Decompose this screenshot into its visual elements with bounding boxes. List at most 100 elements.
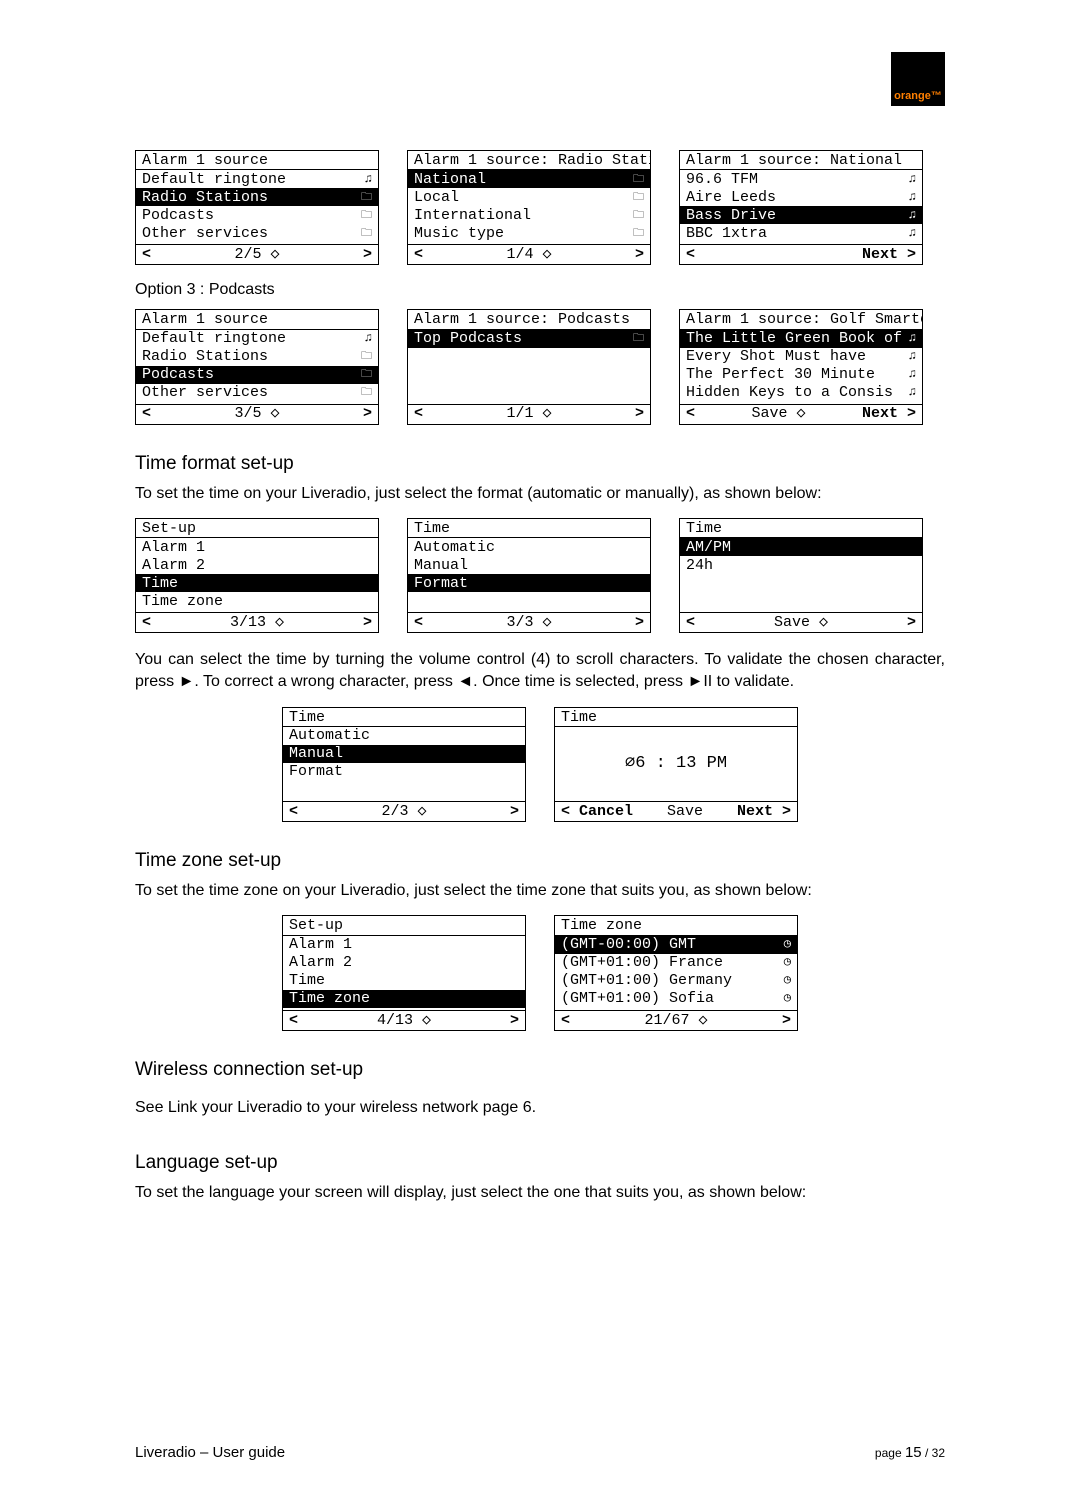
footer-right-arrow[interactable]: > <box>782 1012 791 1029</box>
list-item-label: 96.6 TFM <box>686 171 758 188</box>
footer-left-arrow[interactable]: < <box>686 405 695 422</box>
list-item[interactable] <box>283 781 525 799</box>
list-item[interactable]: 96.6 TFM <box>680 170 922 188</box>
screen-title: Set-up <box>283 916 525 935</box>
list-item[interactable]: Default ringtone <box>136 170 378 188</box>
list-item[interactable]: Time zone <box>283 990 525 1008</box>
list-item[interactable]: Podcasts <box>136 366 378 384</box>
list-item[interactable]: Time zone <box>136 592 378 610</box>
list-item[interactable]: Alarm 1 <box>136 538 378 556</box>
footer-left-arrow[interactable]: < <box>414 614 423 631</box>
list-item[interactable]: Time <box>136 574 378 592</box>
list-item[interactable]: Aire Leeds <box>680 188 922 206</box>
note-icon <box>909 331 916 346</box>
list-item[interactable] <box>408 384 650 402</box>
screen-body: Default ringtone Radio Stations Podcasts… <box>136 170 378 244</box>
screen-footer: < 1/4 ◇ > <box>408 244 650 264</box>
screen-title: Time zone <box>555 916 797 935</box>
list-item[interactable]: Hidden Keys to a Consis <box>680 384 922 402</box>
list-item[interactable] <box>408 592 650 610</box>
list-item[interactable]: Alarm 2 <box>136 556 378 574</box>
list-item[interactable]: 24h <box>680 556 922 574</box>
list-item[interactable]: Every Shot Must have <box>680 348 922 366</box>
footer-left-arrow[interactable]: < <box>142 246 151 263</box>
list-item[interactable] <box>680 592 922 610</box>
list-item[interactable]: The Little Green Book of <box>680 330 922 348</box>
list-item[interactable]: Other services <box>136 224 378 242</box>
footer-left-arrow[interactable]: < <box>289 803 298 820</box>
footer-left-arrow[interactable]: < <box>142 405 151 422</box>
footer-left-arrow[interactable]: < Cancel <box>561 803 633 820</box>
list-item[interactable]: (GMT+01:00) Sofia <box>555 990 797 1008</box>
lcd-screen: Time⌀6 : 13 PM < Cancel Save Next > <box>554 707 798 822</box>
footer-right-arrow[interactable]: Next > <box>862 405 916 422</box>
footer-right-arrow[interactable]: > <box>635 405 644 422</box>
list-item[interactable]: National <box>408 170 650 188</box>
note-icon <box>909 190 916 205</box>
list-item[interactable]: Automatic <box>283 727 525 745</box>
list-item[interactable]: Music type <box>408 224 650 242</box>
footer-right-arrow[interactable]: Next > <box>862 246 916 263</box>
footer-left-arrow[interactable]: < <box>414 246 423 263</box>
list-item[interactable]: (GMT+01:00) France <box>555 954 797 972</box>
footer-right-arrow[interactable]: > <box>510 1012 519 1029</box>
list-item[interactable] <box>408 348 650 366</box>
footer-mid: 1/4 ◇ <box>423 246 635 263</box>
screen-body: Automatic Manual Format <box>283 727 525 801</box>
note-icon <box>909 349 916 364</box>
footer-left-arrow[interactable]: < <box>561 1012 570 1029</box>
list-item[interactable]: Default ringtone <box>136 330 378 348</box>
footer-left-arrow[interactable]: < <box>686 246 695 263</box>
folder-icon <box>633 208 644 223</box>
list-item[interactable]: Format <box>408 574 650 592</box>
list-item[interactable]: International <box>408 206 650 224</box>
list-item[interactable]: The Perfect 30 Minute <box>680 366 922 384</box>
lcd-screen: Alarm 1 source: Golf Smarter The Little … <box>679 309 923 424</box>
time-format-row-2: Time Automatic Manual Format < 2/3 ◇ > T… <box>135 707 945 822</box>
list-item-label: Format <box>414 575 468 592</box>
footer-left: Liveradio – User guide <box>135 1444 285 1461</box>
list-item[interactable]: BBC 1xtra <box>680 224 922 242</box>
list-item[interactable]: Time <box>283 972 525 990</box>
list-item-label: Music type <box>414 225 504 242</box>
lcd-screen: Time AM/PM 24h < Save ◇ > <box>679 518 923 633</box>
footer-right-arrow[interactable]: > <box>363 405 372 422</box>
list-item[interactable]: AM/PM <box>680 538 922 556</box>
list-item[interactable]: (GMT-00:00) GMT <box>555 936 797 954</box>
list-item[interactable]: Manual <box>408 556 650 574</box>
list-item[interactable]: (GMT+01:00) Germany <box>555 972 797 990</box>
screen-body: Alarm 1 Alarm 2 Time Time zone <box>283 936 525 1010</box>
list-item[interactable]: Format <box>283 763 525 781</box>
screen-body: (GMT-00:00) GMT (GMT+01:00) France (GMT+… <box>555 936 797 1010</box>
footer-right-arrow[interactable]: > <box>363 614 372 631</box>
list-item[interactable]: Manual <box>283 745 525 763</box>
folder-icon <box>361 226 372 241</box>
list-item-label: Time <box>289 972 325 989</box>
list-item[interactable]: Other services <box>136 384 378 402</box>
list-item-label: Default ringtone <box>142 330 286 347</box>
footer-left-arrow[interactable]: < <box>142 614 151 631</box>
list-item[interactable]: Radio Stations <box>136 348 378 366</box>
list-item[interactable] <box>408 366 650 384</box>
list-item[interactable]: Alarm 1 <box>283 936 525 954</box>
list-item[interactable]: Alarm 2 <box>283 954 525 972</box>
screen-footer: < Save ◇ Next > <box>680 404 922 424</box>
screen-title: Alarm 1 source <box>136 151 378 170</box>
footer-left-arrow[interactable]: < <box>414 405 423 422</box>
footer-right-arrow[interactable]: > <box>635 246 644 263</box>
footer-right-arrow[interactable]: Next > <box>737 803 791 820</box>
footer-left-arrow[interactable]: < <box>686 614 695 631</box>
list-item[interactable]: Automatic <box>408 538 650 556</box>
footer-right-arrow[interactable]: > <box>635 614 644 631</box>
list-item[interactable]: Bass Drive <box>680 206 922 224</box>
list-item[interactable]: Local <box>408 188 650 206</box>
list-item[interactable]: Top Podcasts <box>408 330 650 348</box>
footer-right-arrow[interactable]: > <box>363 246 372 263</box>
list-item[interactable]: Podcasts <box>136 206 378 224</box>
footer-left-arrow[interactable]: < <box>289 1012 298 1029</box>
footer-right-arrow[interactable]: > <box>510 803 519 820</box>
screen-footer: < Save ◇ > <box>680 612 922 632</box>
list-item[interactable] <box>680 574 922 592</box>
footer-right-arrow[interactable]: > <box>907 614 916 631</box>
list-item[interactable]: Radio Stations <box>136 188 378 206</box>
